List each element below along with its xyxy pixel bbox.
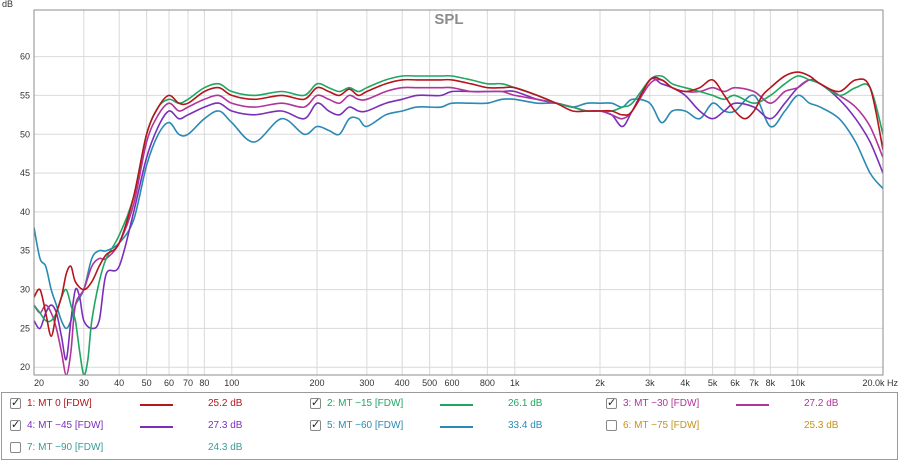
x-tick-label: 8k <box>766 378 776 388</box>
x-tick-label: 4k <box>680 378 690 388</box>
legend-value: 27.3 dB <box>208 420 243 431</box>
y-tick-label: 20 <box>20 362 30 372</box>
x-tick-label: 100 <box>224 378 239 388</box>
y-tick-label: 45 <box>20 168 30 178</box>
series-line-2 <box>34 74 883 375</box>
series-line-1 <box>34 71 883 338</box>
x-tick-label: 30 <box>79 378 89 388</box>
x-tick-label: 500 <box>422 378 437 388</box>
x-tick-label: 40 <box>114 378 124 388</box>
legend-item-3: 3: MT −30 [FDW] 27.2 dB <box>606 396 896 414</box>
legend-checkbox-6[interactable] <box>606 420 617 431</box>
x-tick-label: 600 <box>445 378 460 388</box>
legend-item-1: 1: MT 0 [FDW] 25.2 dB <box>10 396 300 414</box>
x-tick-label: 400 <box>395 378 410 388</box>
plot-frame <box>33 9 884 376</box>
x-tick-label: 60 <box>164 378 174 388</box>
x-tick-label: 20 <box>34 378 44 388</box>
legend-item-4: 4: MT −45 [FDW] 27.3 dB <box>10 418 300 436</box>
y-tick-label: 25 <box>20 323 30 333</box>
legend-checkbox-5[interactable] <box>310 418 321 431</box>
legend-line-swatch <box>440 404 473 406</box>
legend-line-swatch <box>140 404 173 406</box>
x-tick-label: 800 <box>480 378 495 388</box>
legend-series-name: 7: MT −90 [FDW] <box>27 442 104 453</box>
legend-series-name: 3: MT −30 [FDW] <box>623 398 700 409</box>
x-tick-label: 5k <box>708 378 718 388</box>
chart-title: SPL <box>434 11 463 28</box>
x-tick-label: 10k <box>791 378 806 388</box>
x-tick-label: 1k <box>510 378 520 388</box>
y-unit-label: dB <box>2 0 13 9</box>
legend-item-6: 6: MT −75 [FDW] 25.3 dB <box>606 418 896 436</box>
legend-checkbox-2[interactable] <box>310 396 321 409</box>
legend-value: 26.1 dB <box>508 398 543 409</box>
legend-line-swatch <box>736 404 769 406</box>
legend-series-name: 6: MT −75 [FDW] <box>623 420 700 431</box>
legend-value: 25.2 dB <box>208 398 243 409</box>
x-tick-label: 2k <box>595 378 605 388</box>
legend-checkbox-4[interactable] <box>10 418 21 431</box>
legend-item-2: 2: MT −15 [FDW] 26.1 dB <box>310 396 600 414</box>
x-tick-label: 300 <box>359 378 374 388</box>
x-tick-label: 70 <box>183 378 193 388</box>
legend-value: 25.3 dB <box>804 420 839 431</box>
x-tick-label: 7k <box>749 378 759 388</box>
chart-background <box>0 0 900 392</box>
plot-lines <box>34 71 883 375</box>
legend-item-7: 7: MT −90 [FDW] 24.3 dB <box>10 440 300 458</box>
legend-series-name: 4: MT −45 [FDW] <box>27 420 104 431</box>
y-tick-label: 60 <box>20 52 30 62</box>
legend-checkbox-3[interactable] <box>606 396 617 409</box>
legend-series-name: 5: MT −60 [FDW] <box>327 420 404 431</box>
legend-value: 33.4 dB <box>508 420 543 431</box>
y-tick-label: 50 <box>20 129 30 139</box>
legend-line-swatch <box>440 426 473 428</box>
y-tick-label: 40 <box>20 207 30 217</box>
legend-value: 24.3 dB <box>208 442 243 453</box>
legend-series-name: 1: MT 0 [FDW] <box>27 398 92 409</box>
x-tick-label: 20.0k Hz <box>862 378 898 388</box>
y-tick-label: 30 <box>20 285 30 295</box>
x-ticks: 20 30 40 50 60 70 80 100 200 300 400 500 600 800 1k 2k 3… <box>34 378 898 388</box>
legend-checkbox-1[interactable] <box>10 396 21 409</box>
legend-line-swatch <box>140 426 173 428</box>
y-tick-label: 35 <box>20 246 30 256</box>
x-tick-label: 6k <box>730 378 740 388</box>
legend: 1: MT 0 [FDW] 25.2 dB 2: MT −15 [FDW] 26.1 … <box>1 392 898 460</box>
x-tick-label: 50 <box>142 378 152 388</box>
x-tick-label: 200 <box>309 378 324 388</box>
x-tick-label: 3k <box>645 378 655 388</box>
y-ticks: 20 25 30 35 40 45 50 55 60 <box>20 52 30 373</box>
series-line-4 <box>34 77 883 361</box>
series-line-5 <box>34 94 883 330</box>
y-tick-label: 55 <box>20 90 30 100</box>
legend-series-name: 2: MT −15 [FDW] <box>327 398 404 409</box>
series-line-3 <box>34 78 883 375</box>
x-tick-label: 80 <box>199 378 209 388</box>
legend-item-5: 5: MT −60 [FDW] 33.4 dB <box>310 418 600 436</box>
spl-chart: SPL dB 20 25 30 35 40 45 50 55 60 20 30 40 50 60 70 80… <box>0 0 900 392</box>
legend-checkbox-7[interactable] <box>10 442 21 453</box>
legend-value: 27.2 dB <box>804 398 839 409</box>
